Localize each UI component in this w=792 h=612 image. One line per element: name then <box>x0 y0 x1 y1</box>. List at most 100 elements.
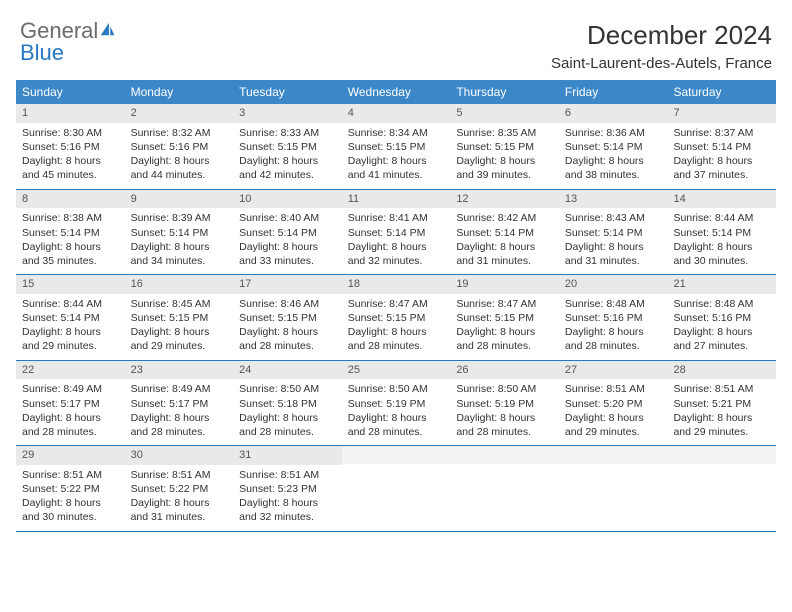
sunrise-text: Sunrise: 8:50 AM <box>239 382 336 396</box>
day-body: Sunrise: 8:47 AMSunset: 5:15 PMDaylight:… <box>450 294 559 360</box>
sunrise-text: Sunrise: 8:50 AM <box>348 382 445 396</box>
sunrise-text: Sunrise: 8:51 AM <box>22 468 119 482</box>
day-number: 2 <box>125 104 234 123</box>
day-header: Thursday <box>450 80 559 104</box>
day-cell: 14Sunrise: 8:44 AMSunset: 5:14 PMDayligh… <box>667 190 776 275</box>
day-number: 26 <box>450 361 559 380</box>
day-cell: 15Sunrise: 8:44 AMSunset: 5:14 PMDayligh… <box>16 275 125 360</box>
day-number: 5 <box>450 104 559 123</box>
daylight-text: Daylight: 8 hours and 34 minutes. <box>131 240 228 268</box>
sunset-text: Sunset: 5:14 PM <box>565 226 662 240</box>
sunrise-text: Sunrise: 8:39 AM <box>131 211 228 225</box>
day-cell: 3Sunrise: 8:33 AMSunset: 5:15 PMDaylight… <box>233 104 342 189</box>
day-number: 9 <box>125 190 234 209</box>
day-number: 10 <box>233 190 342 209</box>
sunrise-text: Sunrise: 8:51 AM <box>131 468 228 482</box>
daylight-text: Daylight: 8 hours and 44 minutes. <box>131 154 228 182</box>
sunset-text: Sunset: 5:14 PM <box>22 311 119 325</box>
day-number: 24 <box>233 361 342 380</box>
sunset-text: Sunset: 5:15 PM <box>239 140 336 154</box>
day-cell: 30Sunrise: 8:51 AMSunset: 5:22 PMDayligh… <box>125 446 234 531</box>
daylight-text: Daylight: 8 hours and 28 minutes. <box>22 411 119 439</box>
logo-text-blue: Blue <box>20 40 64 65</box>
sunset-text: Sunset: 5:14 PM <box>239 226 336 240</box>
sunrise-text: Sunrise: 8:48 AM <box>673 297 770 311</box>
day-body: Sunrise: 8:44 AMSunset: 5:14 PMDaylight:… <box>667 208 776 274</box>
daylight-text: Daylight: 8 hours and 28 minutes. <box>239 411 336 439</box>
day-cell: 24Sunrise: 8:50 AMSunset: 5:18 PMDayligh… <box>233 361 342 446</box>
sunrise-text: Sunrise: 8:44 AM <box>22 297 119 311</box>
daylight-text: Daylight: 8 hours and 31 minutes. <box>456 240 553 268</box>
day-cell: 7Sunrise: 8:37 AMSunset: 5:14 PMDaylight… <box>667 104 776 189</box>
day-number: 20 <box>559 275 668 294</box>
sunrise-text: Sunrise: 8:38 AM <box>22 211 119 225</box>
daylight-text: Daylight: 8 hours and 28 minutes. <box>456 325 553 353</box>
sunrise-text: Sunrise: 8:45 AM <box>131 297 228 311</box>
sunrise-text: Sunrise: 8:50 AM <box>456 382 553 396</box>
header: GeneralBlue December 2024 Saint-Laurent-… <box>0 0 792 80</box>
day-cell: 21Sunrise: 8:48 AMSunset: 5:16 PMDayligh… <box>667 275 776 360</box>
day-number: 30 <box>125 446 234 465</box>
location: Saint-Laurent-des-Autels, France <box>551 55 772 72</box>
day-number: 18 <box>342 275 451 294</box>
sunrise-text: Sunrise: 8:51 AM <box>673 382 770 396</box>
sunrise-text: Sunrise: 8:30 AM <box>22 126 119 140</box>
daylight-text: Daylight: 8 hours and 31 minutes. <box>131 496 228 524</box>
day-cell: 5Sunrise: 8:35 AMSunset: 5:15 PMDaylight… <box>450 104 559 189</box>
day-body: Sunrise: 8:39 AMSunset: 5:14 PMDaylight:… <box>125 208 234 274</box>
day-number: 12 <box>450 190 559 209</box>
day-number: 31 <box>233 446 342 465</box>
day-cell: 9Sunrise: 8:39 AMSunset: 5:14 PMDaylight… <box>125 190 234 275</box>
sunset-text: Sunset: 5:21 PM <box>673 397 770 411</box>
sunrise-text: Sunrise: 8:36 AM <box>565 126 662 140</box>
day-body: Sunrise: 8:46 AMSunset: 5:15 PMDaylight:… <box>233 294 342 360</box>
daylight-text: Daylight: 8 hours and 32 minutes. <box>239 496 336 524</box>
day-cell: 25Sunrise: 8:50 AMSunset: 5:19 PMDayligh… <box>342 361 451 446</box>
sunset-text: Sunset: 5:16 PM <box>131 140 228 154</box>
daylight-text: Daylight: 8 hours and 28 minutes. <box>131 411 228 439</box>
daylight-text: Daylight: 8 hours and 41 minutes. <box>348 154 445 182</box>
sunrise-text: Sunrise: 8:34 AM <box>348 126 445 140</box>
day-header: Monday <box>125 80 234 104</box>
day-cell: 27Sunrise: 8:51 AMSunset: 5:20 PMDayligh… <box>559 361 668 446</box>
sunrise-text: Sunrise: 8:49 AM <box>131 382 228 396</box>
daylight-text: Daylight: 8 hours and 28 minutes. <box>239 325 336 353</box>
sunrise-text: Sunrise: 8:51 AM <box>565 382 662 396</box>
day-body <box>667 464 776 524</box>
day-number: 22 <box>16 361 125 380</box>
logo: GeneralBlue <box>20 20 117 64</box>
day-body: Sunrise: 8:51 AMSunset: 5:22 PMDaylight:… <box>125 465 234 531</box>
sunrise-text: Sunrise: 8:43 AM <box>565 211 662 225</box>
day-body: Sunrise: 8:43 AMSunset: 5:14 PMDaylight:… <box>559 208 668 274</box>
day-body <box>450 464 559 524</box>
sunset-text: Sunset: 5:15 PM <box>348 311 445 325</box>
day-header: Sunday <box>16 80 125 104</box>
daylight-text: Daylight: 8 hours and 32 minutes. <box>348 240 445 268</box>
daylight-text: Daylight: 8 hours and 39 minutes. <box>456 154 553 182</box>
day-cell: 13Sunrise: 8:43 AMSunset: 5:14 PMDayligh… <box>559 190 668 275</box>
day-body <box>342 464 451 524</box>
day-number: 27 <box>559 361 668 380</box>
day-header: Friday <box>559 80 668 104</box>
day-cell <box>667 446 776 531</box>
day-header-row: Sunday Monday Tuesday Wednesday Thursday… <box>16 80 776 104</box>
sunset-text: Sunset: 5:14 PM <box>673 226 770 240</box>
day-header: Saturday <box>667 80 776 104</box>
daylight-text: Daylight: 8 hours and 29 minutes. <box>673 411 770 439</box>
day-body: Sunrise: 8:49 AMSunset: 5:17 PMDaylight:… <box>16 379 125 445</box>
day-cell: 4Sunrise: 8:34 AMSunset: 5:15 PMDaylight… <box>342 104 451 189</box>
daylight-text: Daylight: 8 hours and 45 minutes. <box>22 154 119 182</box>
sunset-text: Sunset: 5:14 PM <box>348 226 445 240</box>
sunrise-text: Sunrise: 8:41 AM <box>348 211 445 225</box>
daylight-text: Daylight: 8 hours and 33 minutes. <box>239 240 336 268</box>
day-body: Sunrise: 8:51 AMSunset: 5:23 PMDaylight:… <box>233 465 342 531</box>
day-body: Sunrise: 8:51 AMSunset: 5:21 PMDaylight:… <box>667 379 776 445</box>
day-number: 13 <box>559 190 668 209</box>
daylight-text: Daylight: 8 hours and 38 minutes. <box>565 154 662 182</box>
daylight-text: Daylight: 8 hours and 29 minutes. <box>22 325 119 353</box>
day-number: 1 <box>16 104 125 123</box>
day-number <box>667 446 776 464</box>
day-cell: 22Sunrise: 8:49 AMSunset: 5:17 PMDayligh… <box>16 361 125 446</box>
day-number: 8 <box>16 190 125 209</box>
logo-sail-icon <box>99 20 117 42</box>
